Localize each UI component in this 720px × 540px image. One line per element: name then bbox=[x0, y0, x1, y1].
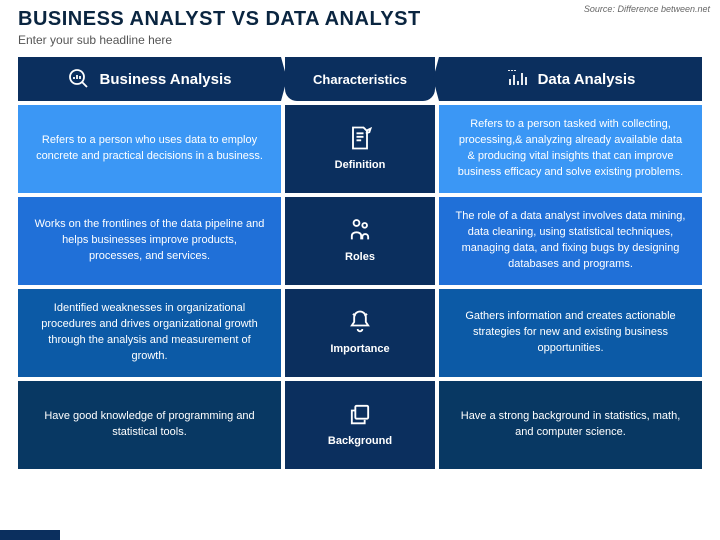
column-header-right: Data Analysis bbox=[439, 57, 702, 101]
column-header-left: Business Analysis bbox=[18, 57, 281, 101]
char-cell-1: Roles bbox=[285, 197, 435, 285]
cell-left-1: Works on the frontlines of the data pipe… bbox=[18, 197, 281, 285]
layers-icon bbox=[346, 400, 374, 428]
header-center-label: Characteristics bbox=[313, 72, 407, 87]
cell-left-3: Have good knowledge of programming and s… bbox=[18, 381, 281, 469]
footer-accent bbox=[0, 530, 60, 540]
document-icon bbox=[346, 124, 374, 152]
char-cell-2: Importance bbox=[285, 289, 435, 377]
char-cell-0: Definition bbox=[285, 105, 435, 193]
comparison-grid: Business Analysis Characteristics Data A… bbox=[0, 57, 720, 477]
char-label-1: Roles bbox=[345, 250, 375, 266]
char-cell-3: Background bbox=[285, 381, 435, 469]
cell-right-1: The role of a data analyst involves data… bbox=[439, 197, 702, 285]
char-label-2: Importance bbox=[330, 342, 389, 358]
cell-left-0: Refers to a person who uses data to empl… bbox=[18, 105, 281, 193]
people-icon bbox=[346, 216, 374, 244]
header-right-label: Data Analysis bbox=[538, 71, 636, 88]
cell-left-2: Identified weaknesses in organizational … bbox=[18, 289, 281, 377]
page-subtitle: Enter your sub headline here bbox=[18, 33, 702, 47]
char-label-3: Background bbox=[328, 434, 392, 450]
source-citation: Source: Difference between.net bbox=[584, 4, 710, 14]
cell-right-0: Refers to a person tasked with collectin… bbox=[439, 105, 702, 193]
cell-right-2: Gathers information and creates actionab… bbox=[439, 289, 702, 377]
bar-chart-icon bbox=[506, 67, 530, 91]
header-left-label: Business Analysis bbox=[99, 71, 231, 88]
bell-icon bbox=[346, 308, 374, 336]
magnify-chart-icon bbox=[67, 67, 91, 91]
column-header-center: Characteristics bbox=[285, 57, 435, 101]
char-label-0: Definition bbox=[335, 158, 386, 174]
cell-right-3: Have a strong background in statistics, … bbox=[439, 381, 702, 469]
